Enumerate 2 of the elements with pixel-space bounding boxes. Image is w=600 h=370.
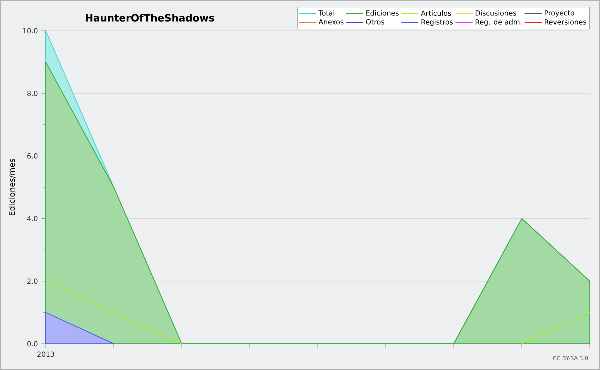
y-axis-title: Ediciones/mes (8, 159, 16, 216)
chart-title: HaunterOfTheShadows (86, 14, 214, 22)
